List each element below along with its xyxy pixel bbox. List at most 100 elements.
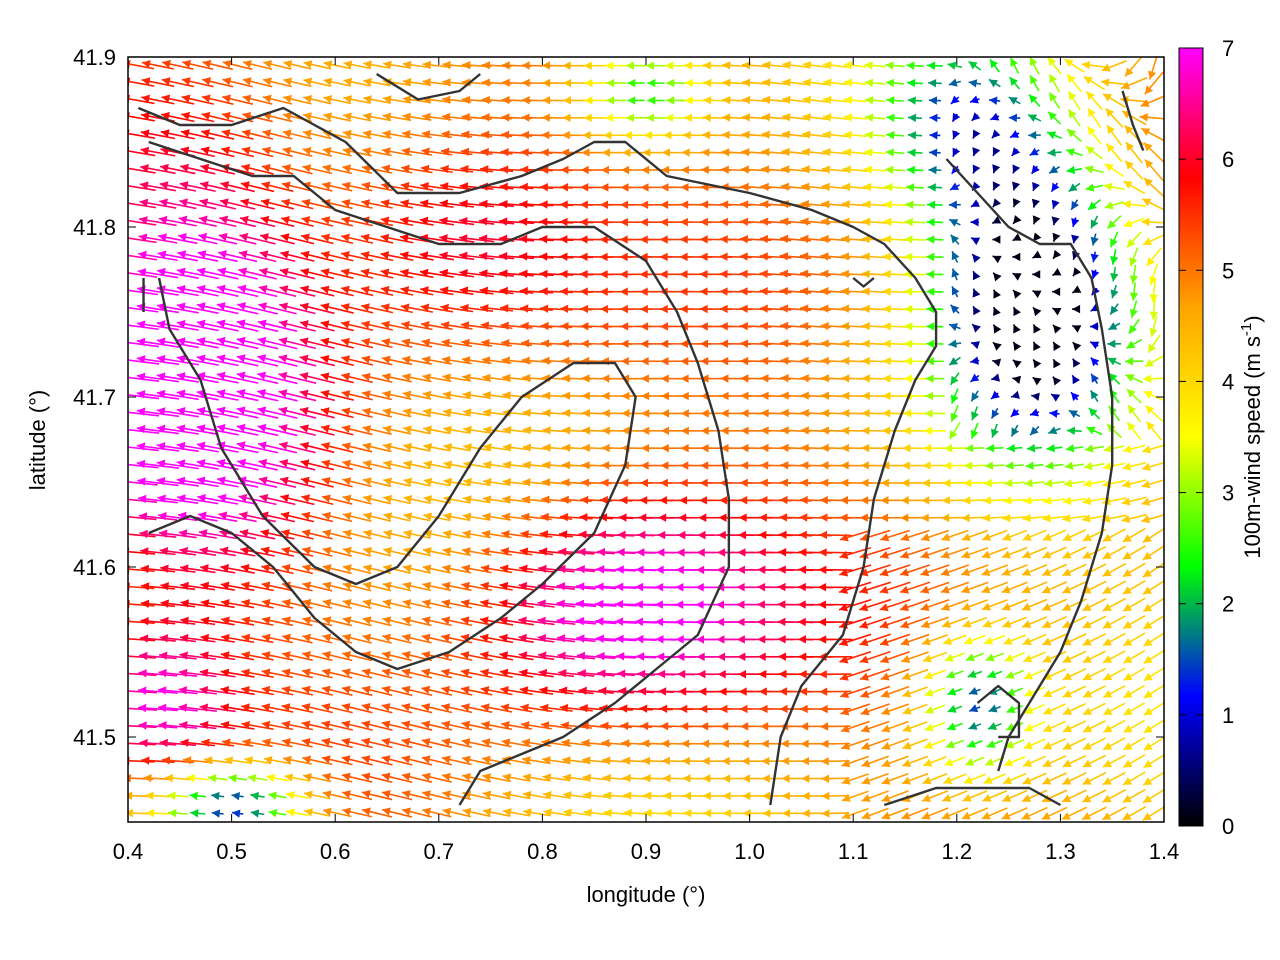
- wind-arrow: [281, 564, 314, 575]
- wind-arrow: [1041, 615, 1067, 629]
- wind-arrow: [261, 598, 294, 609]
- wind-arrow: [542, 756, 571, 765]
- wind-arrow: [220, 581, 255, 592]
- wind-arrow: [961, 529, 988, 541]
- wind-arrow: [579, 704, 613, 713]
- wind-arrow: [1122, 614, 1146, 630]
- wind-arrow: [556, 634, 596, 643]
- wind-arrow: [921, 807, 949, 820]
- wind-arrow: [441, 668, 473, 679]
- wind-arrow: [186, 774, 210, 783]
- wind-arrow: [422, 599, 452, 609]
- colorbar-label: 100m-wind speed (m s-1): [1238, 315, 1265, 558]
- wind-arrow: [1002, 772, 1027, 785]
- wind-arrow: [1101, 806, 1127, 821]
- wind-arrow: [301, 685, 333, 696]
- wind-arrow: [441, 755, 472, 766]
- wind-arrow: [322, 564, 352, 575]
- wind-arrow: [259, 493, 296, 506]
- wind-arrow: [381, 685, 413, 697]
- wind-arrow: [401, 703, 433, 714]
- wind-arrow: [963, 634, 986, 645]
- wind-arrow: [342, 581, 372, 592]
- wind-arrow: [861, 772, 889, 785]
- wind-arrow: [1122, 806, 1147, 821]
- wind-arrow: [482, 790, 511, 800]
- wind-arrow: [1062, 702, 1087, 716]
- wind-arrow: [250, 791, 265, 801]
- wind-arrow: [180, 616, 216, 626]
- colorbar-tick-label: 7: [1222, 36, 1234, 61]
- wind-arrow: [137, 686, 178, 695]
- wind-arrow: [401, 668, 433, 679]
- wind-arrow: [422, 581, 452, 592]
- wind-arrow: [518, 616, 555, 626]
- wind-arrow: [200, 616, 235, 626]
- wind-arrow: [1102, 771, 1126, 786]
- wind-arrow: [168, 808, 188, 818]
- x-tick-label: 0.8: [527, 839, 558, 864]
- wind-arrow: [940, 581, 970, 594]
- wind-arrow: [211, 809, 224, 818]
- wind-arrow: [1082, 667, 1106, 681]
- wind-arrow: [321, 755, 353, 766]
- wind-arrow: [421, 737, 453, 749]
- wind-arrow: [301, 511, 334, 523]
- wind-arrow: [1082, 598, 1107, 612]
- wind-arrow: [128, 516, 157, 521]
- wind-arrow: [902, 738, 928, 750]
- wind-arrow: [879, 598, 911, 612]
- wind-arrow: [1042, 650, 1067, 663]
- wind-arrow: [178, 529, 217, 539]
- wind-arrow: [1122, 597, 1146, 612]
- wind-arrow: [538, 668, 575, 678]
- x-tick-label: 1.1: [838, 839, 869, 864]
- wind-arrow: [281, 720, 314, 731]
- wind-arrow: [982, 616, 1007, 628]
- wind-arrow: [522, 773, 551, 782]
- wind-arrow: [128, 690, 157, 694]
- wind-arrow: [1142, 545, 1164, 561]
- wind-arrow: [482, 773, 511, 783]
- wind-arrow: [140, 582, 175, 591]
- wind-arrow: [1082, 685, 1106, 698]
- wind-arrow: [981, 546, 1008, 559]
- wind-arrow: [818, 565, 853, 575]
- wind-arrow: [421, 790, 452, 801]
- wind-arrow: [968, 704, 981, 713]
- wind-arrow: [160, 564, 196, 573]
- wind-arrow: [138, 669, 178, 678]
- colorbar-label-close: ): [1240, 315, 1265, 322]
- wind-arrow: [839, 633, 872, 647]
- wind-arrow: [443, 512, 471, 522]
- wind-arrow: [342, 598, 372, 609]
- wind-arrow: [322, 651, 353, 662]
- wind-arrow: [539, 530, 574, 539]
- wind-arrow: [197, 493, 239, 505]
- wind-arrow: [1082, 702, 1106, 716]
- wind-arrow: [341, 685, 373, 697]
- wind-arrow: [982, 790, 1008, 802]
- y-tick-label: 41.5: [73, 725, 116, 750]
- wind-arrow: [1102, 615, 1126, 629]
- wind-arrow: [158, 529, 197, 539]
- wind-arrow: [321, 720, 353, 731]
- wind-arrow: [322, 790, 352, 800]
- wind-arrow: [1001, 789, 1028, 802]
- wind-arrow: [137, 494, 178, 504]
- wind-arrow: [924, 721, 946, 732]
- wind-arrow: [1142, 562, 1164, 578]
- wind-arrow: [1023, 721, 1046, 732]
- wind-arrow: [1082, 650, 1107, 664]
- wind-arrow: [442, 807, 472, 818]
- wind-arrow: [322, 581, 352, 592]
- x-tick-label: 1.4: [1149, 839, 1180, 864]
- wind-arrow: [381, 651, 412, 662]
- wind-arrow: [1122, 771, 1146, 786]
- wind-arrow: [422, 564, 452, 574]
- wind-arrow: [821, 809, 850, 818]
- wind-arrow: [217, 493, 258, 506]
- wind-arrow: [282, 755, 312, 765]
- wind-arrow: [943, 773, 967, 785]
- wind-arrow: [519, 564, 554, 573]
